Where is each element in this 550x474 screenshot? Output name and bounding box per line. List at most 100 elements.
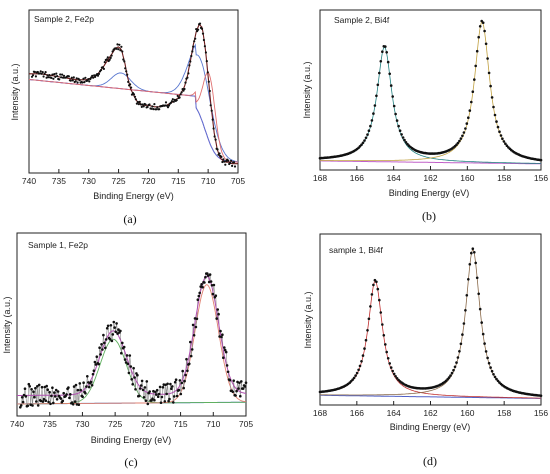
panel-a-data-point (158, 108, 161, 111)
panel-c-data-point (222, 356, 225, 360)
panel-c-data-point (198, 291, 201, 295)
panel-a-data-point (214, 138, 217, 141)
panel-b-data-point (386, 60, 390, 64)
panel-c-xtick-label: 705 (239, 419, 253, 429)
panel-c-data-point (76, 388, 80, 392)
panel-c-xtick-label: 725 (108, 419, 122, 429)
panel-a-data-point (41, 71, 44, 74)
panel-d-background-line (320, 394, 541, 399)
panel-b-data-point (475, 49, 479, 53)
panel-c-data-point (169, 382, 172, 386)
panel-a-data-point (33, 70, 37, 74)
panel-a-xtick-label: 710 (201, 176, 215, 186)
panel-b-data-point (397, 124, 400, 128)
panel-c-data-point (167, 399, 170, 403)
panel-a-data-point (167, 104, 171, 107)
panel-a-ylabel: Intensity (a.u.) (10, 63, 20, 120)
panel-a-data-point (67, 75, 70, 78)
panel-d-data-point (366, 329, 369, 332)
panel-c-data-point (87, 385, 91, 389)
panel-c-data-point (131, 383, 134, 386)
panel-a-data-point (84, 76, 87, 79)
panel-c-data-point (121, 341, 124, 345)
panel-c-data-point (200, 283, 203, 286)
panel-b-data-point (360, 143, 363, 146)
panel-b-data-point (487, 71, 491, 75)
panel-c-data-point (241, 387, 245, 390)
panel-a-data-point (224, 163, 227, 166)
panel-b-data-point (498, 130, 501, 133)
panel-c-data-point (237, 387, 240, 390)
panel-a-data-point (40, 72, 43, 75)
panel-c-data-point (157, 392, 161, 396)
panel-c-data-point (36, 385, 39, 388)
panel-c-data-point (165, 392, 168, 396)
panel-c-data-point (219, 329, 222, 333)
panel-c-data-point (74, 383, 78, 387)
panel-d-label: (d) (423, 454, 437, 468)
panel-d-xtick-label: 162 (423, 408, 437, 418)
panel-a-data-point (126, 73, 129, 76)
panel-c-data-point (142, 396, 146, 399)
panel-c-data-point (115, 322, 118, 325)
panel-d-data-point (478, 307, 482, 311)
panel-b-data-point (376, 83, 380, 87)
panel-a-data-point (125, 70, 128, 73)
panel-a-data-point (182, 89, 185, 92)
panel-c-data-point (148, 390, 151, 393)
panel-a-data-point (82, 77, 85, 80)
panel-a-data-point (136, 100, 139, 104)
panel-a-data-point (141, 103, 144, 106)
panel-a-data-point (142, 105, 145, 108)
panel-c-data-point (240, 380, 243, 383)
panel-c-data-point (45, 384, 48, 388)
panel-a-data-point (78, 79, 81, 82)
panel-d-data-point (462, 322, 466, 325)
panel-c-data-point (185, 357, 188, 361)
panel-a-data-point (202, 38, 205, 42)
panel-a-data-point (171, 98, 174, 101)
panel-c-data-point (78, 382, 82, 385)
panel-a-data-point (210, 109, 213, 112)
panel-b-data-point (496, 125, 500, 129)
panel-c-data-point (55, 398, 59, 401)
panel-d-data-point (450, 371, 454, 375)
panel-c-data-point (243, 385, 247, 388)
panel-b-data-point (471, 90, 475, 93)
panel-d-data-point (464, 309, 467, 312)
panel-d-data-point (386, 357, 390, 360)
panel-c-data-point (139, 384, 143, 387)
panel-d-data-point (357, 368, 360, 372)
panel-a-xtick-label: 740 (22, 176, 36, 186)
panel-a-data-point (44, 71, 47, 74)
panel-c-data-point (158, 385, 162, 389)
panel-b-xtick-label: 164 (387, 173, 401, 183)
panel-c-data-point (20, 396, 24, 399)
panel-c-data-point (112, 320, 116, 324)
panel-c-data-point (98, 346, 101, 350)
panel-c-data-point (33, 395, 36, 399)
panel-a-data-point (209, 104, 212, 107)
panel-c-data-point (194, 325, 198, 329)
panel-c-data-point (19, 404, 23, 407)
panel-a-data-point (42, 75, 45, 78)
panel-a-data-point (127, 80, 130, 83)
panel-a-data-point (120, 45, 123, 48)
panel-d-data-point (465, 294, 469, 297)
panel-a-data-point (116, 43, 119, 46)
panel-c-data-point (42, 397, 46, 401)
panel-a-data-point (134, 98, 137, 101)
panel-a-peak-1-line (28, 72, 238, 163)
panel-c-data-point (184, 373, 187, 377)
panel-a-data-point (130, 86, 133, 89)
panel-d-data-point (372, 283, 375, 287)
panel-d-data-point (490, 369, 494, 373)
panel-a-data-point (115, 47, 118, 50)
panel-c-data-point (201, 285, 204, 289)
panel-a-data-point (56, 75, 59, 78)
panel-a-data-point (205, 60, 208, 63)
panel-a-data-point (194, 37, 197, 40)
panel-d-data-point (495, 377, 498, 381)
panel-c-xtick-label: 710 (206, 419, 220, 429)
